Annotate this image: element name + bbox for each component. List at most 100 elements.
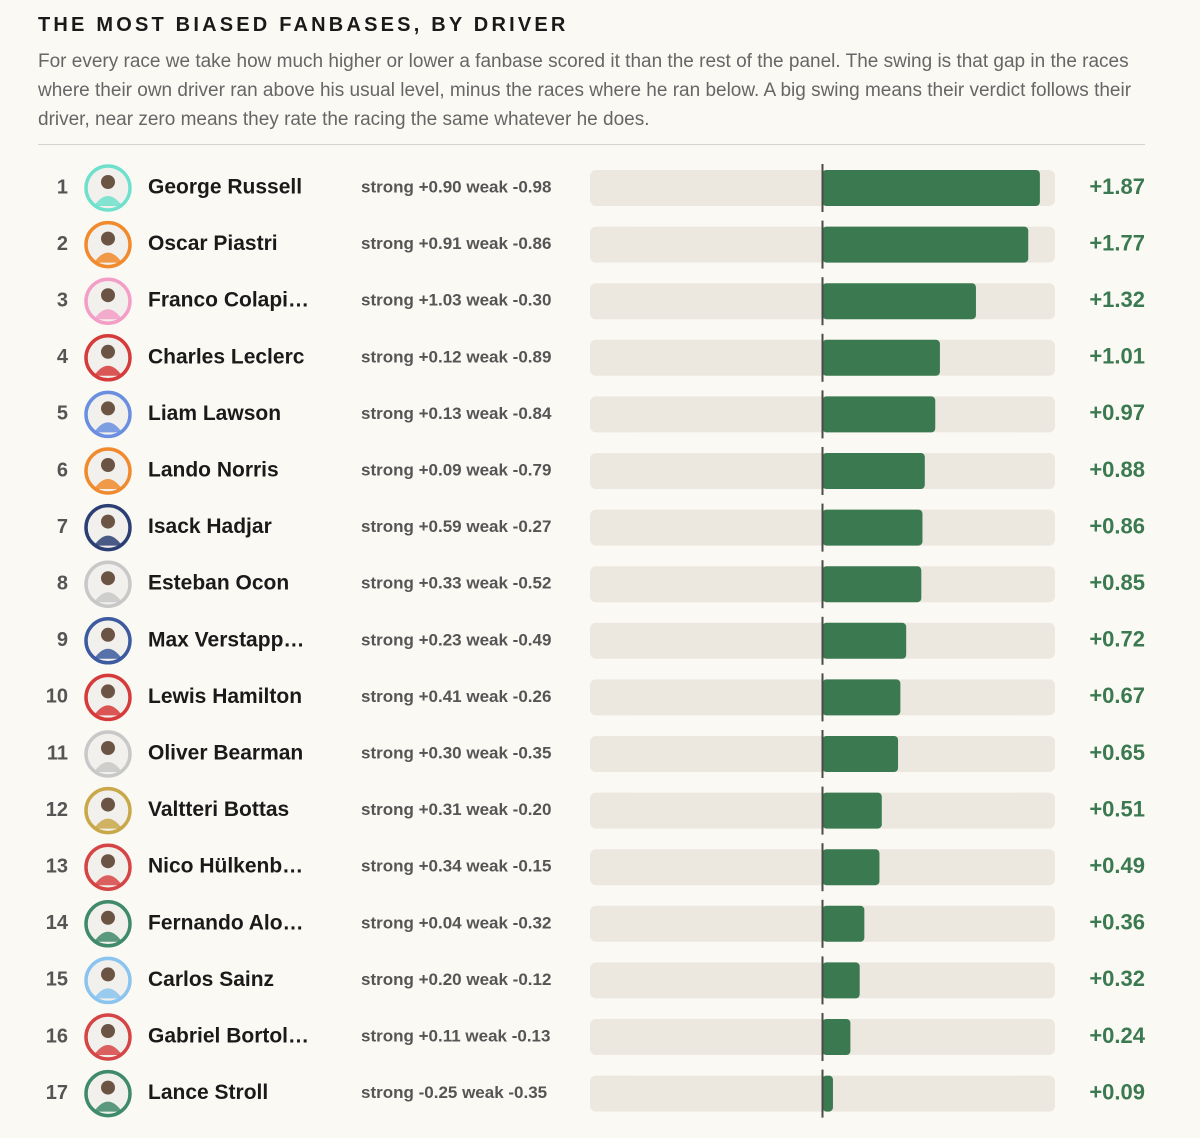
avatar-body bbox=[94, 592, 122, 603]
value-label: +0.36 bbox=[1089, 910, 1145, 935]
bar bbox=[822, 849, 880, 886]
value-label: +0.67 bbox=[1089, 683, 1145, 708]
avatar-head bbox=[101, 854, 115, 869]
value-label: +1.87 bbox=[1089, 174, 1145, 199]
bar bbox=[822, 962, 860, 999]
bar bbox=[822, 679, 901, 716]
bar bbox=[822, 1019, 851, 1055]
driver-name: Isack Hadjar bbox=[148, 515, 272, 538]
bar bbox=[822, 905, 865, 942]
split-detail: strong +0.90 weak -0.98 bbox=[361, 177, 551, 196]
value-label: +0.97 bbox=[1089, 400, 1145, 425]
split-detail: strong +0.12 weak -0.89 bbox=[361, 347, 551, 366]
driver-name: Lewis Hamilton bbox=[148, 685, 302, 708]
driver-name: George Russell bbox=[148, 176, 302, 199]
avatar-head bbox=[101, 1024, 115, 1038]
value-label: +0.85 bbox=[1089, 570, 1145, 595]
avatar-head bbox=[101, 231, 115, 246]
driver-name: Charles Leclerc bbox=[148, 345, 305, 368]
value-label: +1.77 bbox=[1089, 230, 1145, 255]
split-detail: strong +0.31 weak -0.20 bbox=[361, 800, 551, 819]
driver-name: Fernando Alo… bbox=[148, 911, 304, 934]
rank: 11 bbox=[47, 742, 68, 764]
rank: 17 bbox=[46, 1082, 68, 1104]
value-label: +0.24 bbox=[1089, 1023, 1145, 1048]
avatar-head bbox=[101, 458, 115, 472]
split-detail: strong -0.25 weak -0.35 bbox=[361, 1083, 547, 1102]
avatar-head bbox=[101, 1080, 115, 1095]
avatar-body bbox=[94, 479, 122, 489]
rank: 15 bbox=[46, 969, 68, 991]
bar bbox=[822, 226, 1029, 263]
driver-name: Esteban Ocon bbox=[148, 572, 289, 595]
value-label: +0.65 bbox=[1089, 740, 1145, 765]
bar bbox=[822, 736, 899, 772]
avatar-body bbox=[94, 422, 122, 433]
avatar-body bbox=[94, 931, 122, 942]
bar bbox=[822, 792, 882, 829]
rank: 7 bbox=[57, 516, 68, 538]
rank: 4 bbox=[57, 346, 69, 368]
chart-subtitle: For every race we take how much higher o… bbox=[38, 51, 1132, 130]
value-label: +0.49 bbox=[1089, 853, 1145, 878]
value-label: +0.51 bbox=[1089, 796, 1145, 821]
bar bbox=[822, 622, 907, 659]
bar bbox=[822, 1075, 833, 1112]
value-label: +0.72 bbox=[1089, 627, 1145, 652]
avatar-head bbox=[101, 175, 115, 189]
avatar-head bbox=[101, 627, 115, 642]
avatar-body bbox=[94, 196, 122, 206]
rank: 3 bbox=[57, 289, 68, 311]
value-label: +1.32 bbox=[1089, 287, 1145, 312]
rank: 14 bbox=[46, 912, 69, 934]
bar bbox=[822, 509, 923, 546]
avatar-head bbox=[101, 571, 115, 586]
driver-name: Carlos Sainz bbox=[148, 968, 274, 991]
split-detail: strong +0.09 weak -0.79 bbox=[361, 460, 551, 479]
avatar-body bbox=[94, 705, 122, 716]
split-detail: strong +0.34 weak -0.15 bbox=[361, 857, 551, 876]
avatar-body bbox=[94, 648, 122, 659]
rank: 13 bbox=[46, 855, 68, 877]
value-label: +0.32 bbox=[1089, 966, 1145, 991]
split-detail: strong +0.23 weak -0.49 bbox=[361, 630, 551, 649]
value-label: +1.01 bbox=[1089, 344, 1145, 369]
driver-name: Liam Lawson bbox=[148, 402, 281, 425]
rank: 10 bbox=[46, 686, 68, 708]
driver-name: Franco Colapi… bbox=[148, 289, 309, 312]
avatar-body bbox=[94, 1045, 122, 1055]
avatar-body bbox=[94, 1101, 122, 1112]
value-label: +0.88 bbox=[1089, 457, 1145, 482]
split-detail: strong +0.13 weak -0.84 bbox=[361, 404, 552, 423]
avatar-body bbox=[94, 988, 122, 999]
avatar-head bbox=[101, 514, 115, 529]
driver-name: Gabriel Bortol… bbox=[148, 1025, 309, 1048]
split-detail: strong +0.20 weak -0.12 bbox=[361, 970, 551, 989]
avatar-head bbox=[101, 344, 115, 359]
avatar-body bbox=[94, 252, 122, 263]
avatar-body bbox=[94, 535, 122, 546]
split-detail: strong +0.59 weak -0.27 bbox=[361, 517, 551, 536]
avatar-body bbox=[94, 309, 122, 320]
driver-name: Oliver Bearman bbox=[148, 742, 303, 765]
value-label: +0.86 bbox=[1089, 513, 1145, 538]
split-detail: strong +0.91 weak -0.86 bbox=[361, 234, 551, 253]
avatar-body bbox=[94, 365, 122, 376]
driver-name: Valtteri Bottas bbox=[148, 798, 289, 821]
driver-name: Oscar Piastri bbox=[148, 232, 278, 255]
bar bbox=[822, 453, 925, 489]
avatar-head bbox=[101, 401, 115, 416]
rank: 5 bbox=[57, 403, 68, 425]
split-detail: strong +0.11 weak -0.13 bbox=[361, 1026, 550, 1045]
rank: 1 bbox=[57, 176, 68, 198]
chart-title: THE MOST BIASED FANBASES, BY DRIVER bbox=[38, 14, 569, 36]
split-detail: strong +0.30 weak -0.35 bbox=[361, 743, 551, 762]
avatar-body bbox=[94, 818, 122, 829]
avatar-head bbox=[101, 684, 115, 699]
split-detail: strong +0.33 weak -0.52 bbox=[361, 574, 551, 593]
separator bbox=[38, 144, 1145, 145]
rank: 16 bbox=[46, 1025, 68, 1047]
bar bbox=[822, 283, 976, 320]
driver-name: Nico Hülkenb… bbox=[148, 855, 303, 878]
